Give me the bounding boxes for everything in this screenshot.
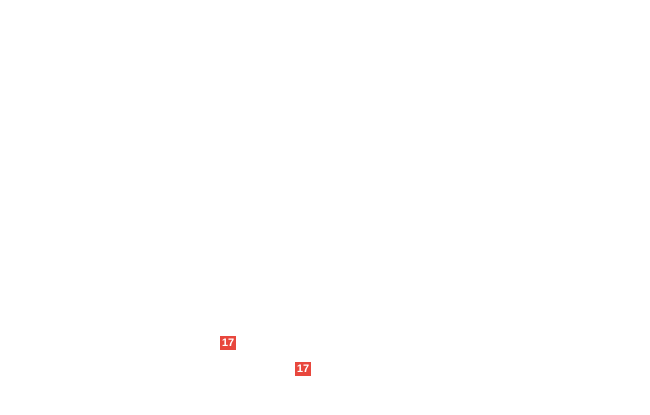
part-callout-marker[interactable]: 17: [295, 362, 311, 376]
part-callout-label: 17: [221, 336, 235, 349]
part-callout-marker[interactable]: 17: [220, 336, 236, 350]
part-callout-label: 17: [296, 362, 310, 375]
